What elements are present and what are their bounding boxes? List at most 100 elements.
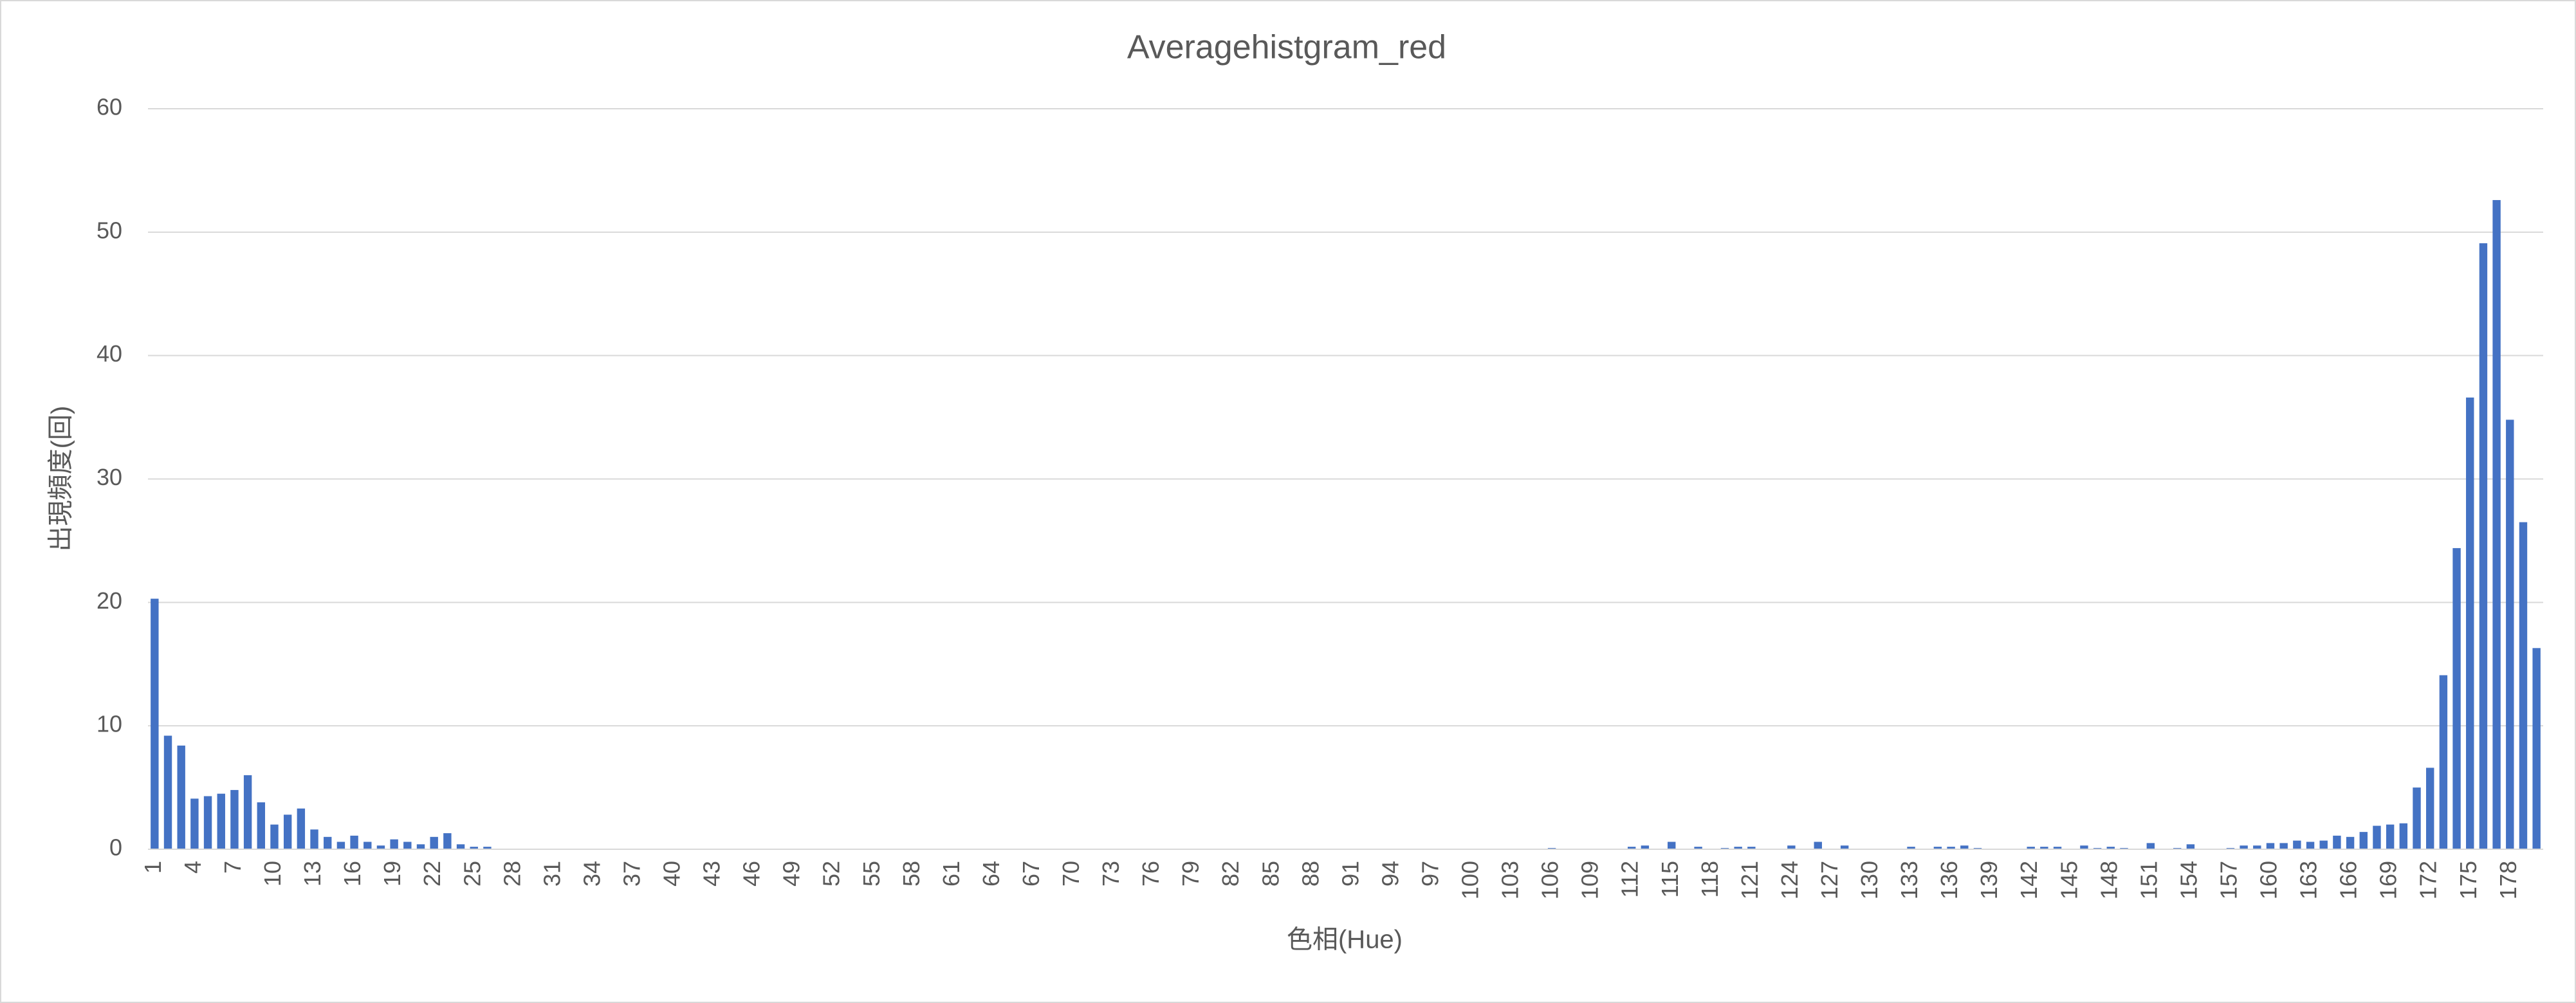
- bar: [2306, 842, 2315, 849]
- bar: [2266, 843, 2275, 849]
- bar: [2106, 847, 2115, 849]
- bar: [2293, 840, 2301, 849]
- bar: [336, 842, 345, 849]
- bar: [243, 775, 252, 849]
- x-tick-label: 16: [339, 861, 365, 887]
- bar: [430, 836, 438, 849]
- bar: [1694, 847, 1702, 849]
- x-tick-label: 13: [299, 861, 326, 887]
- bar: [230, 789, 239, 849]
- x-tick-label: 73: [1098, 861, 1124, 887]
- x-tick-label: 52: [818, 861, 845, 887]
- bar: [2373, 825, 2381, 849]
- x-tick-label: 76: [1137, 861, 1164, 887]
- bar: [363, 842, 372, 849]
- bar: [416, 844, 425, 849]
- x-tick-label: 55: [858, 861, 885, 887]
- bar: [403, 842, 412, 849]
- bar: [1814, 842, 1822, 849]
- x-tick-label: 61: [938, 861, 964, 887]
- bar: [2466, 397, 2474, 849]
- bar: [2279, 843, 2288, 849]
- x-tick-label: 106: [1537, 861, 1563, 899]
- bar: [2386, 824, 2395, 849]
- x-tick-label: 160: [2256, 861, 2282, 899]
- bar: [203, 796, 212, 849]
- x-tick-label: 70: [1058, 861, 1084, 887]
- x-tick-label: 43: [699, 861, 725, 887]
- bar: [1734, 847, 1742, 849]
- bar: [2413, 787, 2421, 849]
- bar: [1840, 845, 1849, 849]
- bar: [1627, 847, 1636, 849]
- bar: [2333, 835, 2341, 849]
- bar: [390, 839, 398, 849]
- chart-title: Averagehistgram_red: [1127, 29, 1446, 66]
- x-tick-label: 88: [1297, 861, 1323, 887]
- x-tick-label: 175: [2455, 861, 2481, 899]
- y-tick-label: 10: [97, 711, 122, 737]
- x-tick-label: 130: [1856, 861, 1882, 899]
- bar: [456, 844, 465, 849]
- x-tick-label: 49: [778, 861, 805, 887]
- x-tick-label: 103: [1497, 861, 1523, 899]
- bar: [324, 836, 332, 849]
- bar: [1747, 847, 1756, 849]
- bar: [2186, 844, 2195, 849]
- x-tick-label: 46: [739, 861, 765, 887]
- bar: [2346, 836, 2355, 849]
- bar: [443, 833, 452, 849]
- bar: [1907, 847, 1915, 849]
- x-tick-label: 85: [1257, 861, 1283, 887]
- bar: [2027, 847, 2035, 849]
- x-tick-label: 4: [179, 861, 206, 874]
- y-tick-label: 60: [97, 94, 122, 120]
- bar: [2439, 675, 2448, 849]
- bar: [2080, 845, 2088, 849]
- x-tick-label: 91: [1337, 861, 1363, 887]
- y-tick-label: 0: [109, 834, 122, 861]
- x-tick-label: 79: [1177, 861, 1204, 887]
- bar: [2479, 243, 2488, 849]
- x-tick-label: 25: [459, 861, 485, 887]
- x-tick-label: 133: [1896, 861, 1922, 899]
- x-tick-label: 151: [2135, 861, 2162, 899]
- x-tick-label: 169: [2375, 861, 2402, 899]
- bar: [257, 802, 266, 849]
- bar: [297, 808, 306, 849]
- bar: [310, 829, 318, 849]
- bar: [376, 845, 385, 849]
- x-tick-label: 58: [898, 861, 925, 887]
- x-tick-label: 34: [578, 861, 605, 887]
- x-tick-label: 127: [1816, 861, 1843, 899]
- x-tick-label: 145: [2056, 861, 2082, 899]
- x-tick-label: 7: [219, 861, 246, 874]
- x-tick-label: 67: [1018, 861, 1044, 887]
- y-tick-label: 50: [97, 217, 122, 243]
- x-tick-label: 31: [538, 861, 565, 887]
- bar: [151, 598, 159, 849]
- x-tick-label: 154: [2175, 861, 2202, 899]
- x-tick-label: 166: [2335, 861, 2362, 899]
- x-tick-label: 142: [2016, 861, 2042, 899]
- x-tick-label: 121: [1736, 861, 1763, 899]
- bar: [2146, 843, 2155, 849]
- x-tick-label: 100: [1457, 861, 1484, 899]
- x-tick-label: 148: [2095, 861, 2122, 899]
- x-tick-label: 136: [1936, 861, 1962, 899]
- x-tick-label: 1: [140, 861, 166, 874]
- y-tick-label: 40: [97, 340, 122, 367]
- x-tick-label: 37: [618, 861, 645, 887]
- bar: [283, 814, 292, 849]
- bar: [1641, 845, 1650, 849]
- bar: [217, 793, 225, 849]
- bar: [2399, 823, 2408, 849]
- bar: [2359, 832, 2368, 849]
- bar: [483, 847, 492, 849]
- bar: [2519, 522, 2528, 849]
- bar: [2053, 847, 2062, 849]
- x-tick-label: 28: [499, 861, 525, 887]
- x-axis-title: 色相(Hue): [1287, 926, 1403, 954]
- bar: [1668, 842, 1676, 849]
